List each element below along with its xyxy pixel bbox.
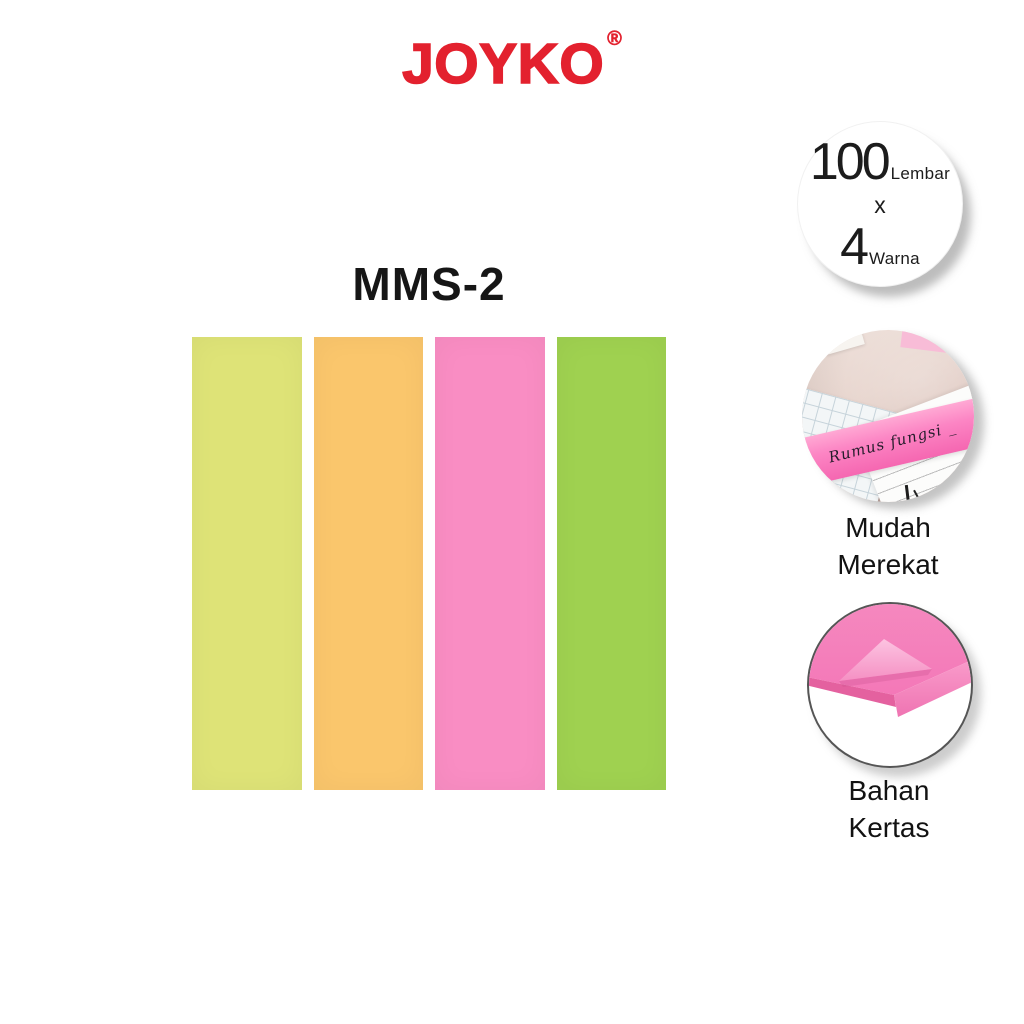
material-photo-badge [807, 602, 973, 768]
pad-left-edge [809, 677, 896, 707]
product-model-title: MMS-2 [352, 258, 506, 310]
colors-unit: Warna [868, 248, 920, 268]
sheets-count: 100 [809, 132, 891, 191]
pad-right-edge [894, 660, 971, 717]
registered-trademark-icon: ® [607, 28, 622, 50]
spec-badge: 100 Lembar x 4 Warna [798, 122, 962, 286]
spec-colors-line: 4 Warna [840, 221, 920, 273]
multiply-sign: x [874, 191, 886, 218]
sticky-strips-photo [192, 337, 666, 790]
sheets-unit: Lembar [890, 163, 951, 183]
spec-sheets-line: 100 Lembar [810, 136, 950, 188]
colors-count: 4 [840, 217, 869, 276]
material-caption: Bahan Kertas [807, 772, 971, 846]
adhesive-caption-line1: Mudah [845, 512, 931, 543]
sticky-strip-yellow [192, 337, 302, 790]
sticky-strip-orange [313, 337, 423, 790]
adhesive-photo-badge: No Date Rumus fungsi _ [802, 330, 974, 502]
adhesive-caption: Mudah Merekat [802, 509, 974, 583]
curl-shadow [839, 669, 932, 687]
sticky-strip-pink [435, 337, 545, 790]
brand-logo: JOYKO ® [0, 29, 1024, 94]
material-caption-line1: Bahan [848, 775, 930, 806]
sticky-strip-green [556, 337, 666, 790]
adhesive-caption-line2: Merekat [837, 549, 939, 580]
brand-logo-text: JOYKO [401, 32, 605, 96]
pad-corner-illustration [809, 604, 971, 717]
material-caption-line2: Kertas [848, 812, 930, 843]
pad-curled-sheet [839, 639, 932, 681]
